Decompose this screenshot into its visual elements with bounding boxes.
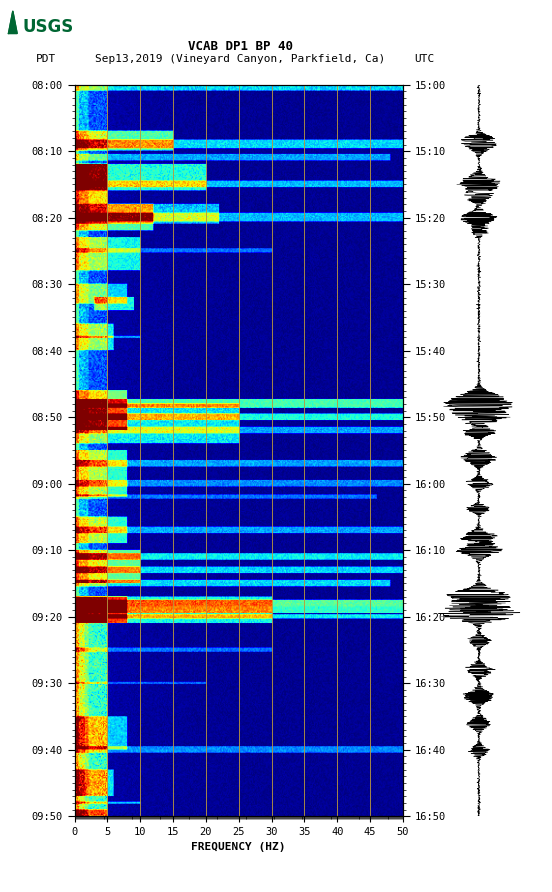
Text: PDT: PDT bbox=[36, 54, 56, 63]
Text: UTC: UTC bbox=[414, 54, 434, 63]
Text: VCAB DP1 BP 40: VCAB DP1 BP 40 bbox=[188, 40, 293, 54]
Text: USGS: USGS bbox=[23, 18, 74, 36]
Polygon shape bbox=[8, 12, 17, 34]
X-axis label: FREQUENCY (HZ): FREQUENCY (HZ) bbox=[192, 842, 286, 852]
Text: Sep13,2019 (Vineyard Canyon, Parkfield, Ca): Sep13,2019 (Vineyard Canyon, Parkfield, … bbox=[95, 54, 385, 63]
